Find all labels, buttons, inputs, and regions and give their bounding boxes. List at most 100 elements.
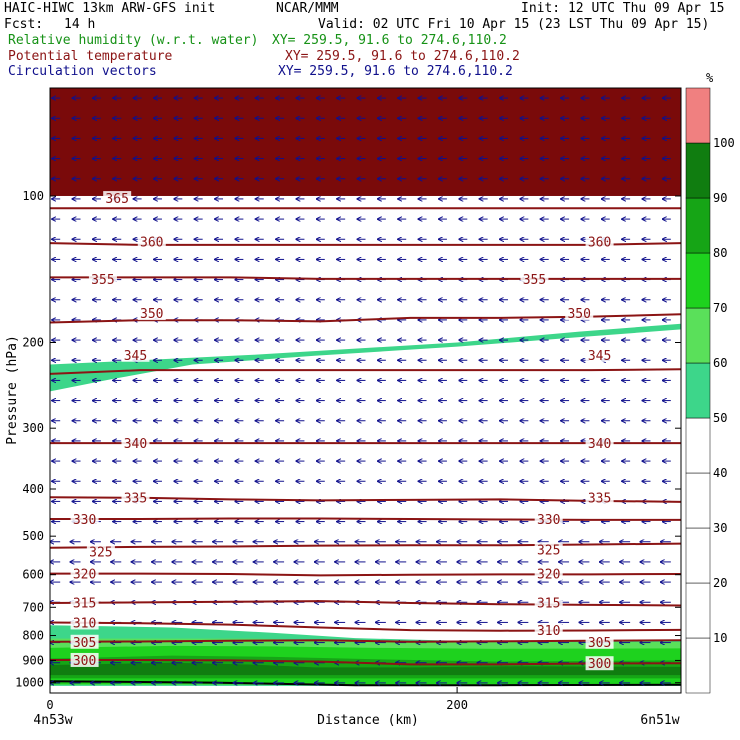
- colorbar-segment: [685, 362, 711, 419]
- isentrope-315: [50, 600, 681, 607]
- isentrope-335: [50, 496, 681, 503]
- isentrope-label: 355: [523, 273, 546, 288]
- isentrope-label: 335: [588, 491, 611, 506]
- colorbar-unit: %: [706, 71, 714, 85]
- colorbar-segment: [685, 197, 711, 254]
- isentrope-label-bg: [585, 347, 614, 362]
- isentrope-330: [50, 517, 681, 521]
- init-time: Init: 12 UTC Thu 09 Apr 15: [521, 1, 725, 16]
- isentrope-label-bg: [121, 436, 150, 451]
- y-tick-label: 300: [22, 421, 44, 435]
- isentrope-label-bg: [585, 234, 614, 249]
- x-axis-label: Distance (km): [317, 713, 419, 728]
- y-tick-label: 1000: [15, 676, 44, 690]
- isentrope-label-bg: [585, 656, 614, 671]
- colorbar-tick-label: 60: [713, 356, 727, 370]
- isentrope-label: 345: [124, 349, 147, 364]
- isentrope-label: 315: [73, 597, 96, 612]
- isentrope-label-bg: [137, 234, 166, 249]
- colorbar: 10 20 30 40 50 60 70 80 90 100%: [685, 71, 735, 694]
- legend-theta-xy: XY= 259.5, 91.6 to 274.6,110.2: [285, 49, 520, 64]
- y-tick-label: 600: [22, 568, 44, 582]
- colorbar-segment: [685, 142, 711, 199]
- rh-saturated-top: [50, 88, 681, 196]
- isentrope-355: [50, 276, 681, 280]
- isentrope-label: 340: [588, 437, 611, 452]
- colorbar-tick-label: 10: [713, 631, 727, 645]
- colorbar-tick-label: 70: [713, 301, 727, 315]
- isentrope-label-bg: [585, 436, 614, 451]
- isentrope-label-bg: [565, 306, 594, 321]
- isentrope-label: 320: [537, 568, 560, 583]
- colorbar-segment: [685, 472, 711, 529]
- isentrope-label: 330: [537, 513, 560, 528]
- colorbar-segment: [685, 87, 711, 144]
- isentrope-label-bg: [88, 271, 117, 286]
- isentrope-label-bg: [103, 191, 132, 206]
- forecast-label: Fcst:: [4, 17, 44, 32]
- colorbar-tick-label: 20: [713, 576, 727, 590]
- y-tick-label: 100: [22, 189, 44, 203]
- org-label: NCAR/MMM: [276, 1, 339, 16]
- isentrope-345: [50, 368, 681, 375]
- legend-rh-label: Relative humidity (w.r.t. water): [8, 33, 259, 48]
- rh-fill-layer: [50, 88, 681, 687]
- colorbar-segment: [685, 582, 711, 639]
- colorbar-tick-label: 50: [713, 411, 727, 425]
- legend-wind-label: Circulation vectors: [8, 64, 157, 79]
- isentrope-label: 305: [588, 636, 611, 651]
- isentrope-label-bg: [70, 595, 99, 610]
- rh-region-90: [50, 662, 681, 676]
- colorbar-segment: [685, 252, 711, 309]
- isentrope-label: 310: [73, 616, 96, 631]
- x-tick-label: 200: [446, 698, 468, 712]
- isentrope-label-bg: [70, 652, 99, 667]
- isentrope-label: 305: [73, 636, 96, 651]
- isentrope-310: [50, 621, 681, 632]
- y-axis-label: Pressure (hPa): [5, 335, 20, 445]
- isentrope-label: 345: [588, 349, 611, 364]
- isentrope-label: 340: [124, 437, 147, 452]
- isentrope-label: 350: [140, 307, 163, 322]
- isentrope-label: 300: [588, 657, 611, 672]
- isentrope-label: 310: [537, 624, 560, 639]
- colorbar-tick-label: 100: [713, 136, 735, 150]
- colorbar-tick-label: 90: [713, 191, 727, 205]
- colorbar-tick-label: 30: [713, 521, 727, 535]
- isentrope-label-bg: [534, 542, 563, 557]
- isentrope-label: 335: [124, 491, 147, 506]
- colorbar-segment: [685, 307, 711, 364]
- isentrope-320: [50, 572, 681, 577]
- isentrope-label-bg: [534, 566, 563, 581]
- isentrope-label: 350: [567, 307, 590, 322]
- chart-title: HAIC-HIWC 13km ARW-GFS init: [4, 1, 216, 16]
- y-tick-label: 800: [22, 629, 44, 643]
- y-tick-label: 700: [22, 600, 44, 614]
- y-tick-label: 200: [22, 335, 44, 349]
- isentrope-label-bg: [520, 271, 549, 286]
- isentrope-label: 300: [73, 654, 96, 669]
- x-tick-label: 0: [46, 698, 53, 712]
- isentrope-label-bg: [121, 347, 150, 362]
- plot-frame: [49, 87, 682, 694]
- isentrope-label: 320: [73, 568, 96, 583]
- legend-rh-xy: XY= 259.5, 91.6 to 274.6,110.2: [272, 33, 507, 48]
- isentrope-label: 330: [73, 513, 96, 528]
- isentrope-label-bg: [70, 512, 99, 527]
- isentrope-label-bg: [534, 512, 563, 527]
- isentrope-label: 355: [91, 273, 114, 288]
- isentrope-label-bg: [585, 490, 614, 505]
- isentrope-label: 325: [537, 543, 560, 558]
- legend-theta-label: Potential temperature: [8, 49, 173, 64]
- isentrope-label-bg: [70, 566, 99, 581]
- y-tick-label: 400: [22, 482, 44, 496]
- isentrope-label: 325: [89, 546, 112, 561]
- x-start-location: 4n53w: [33, 713, 72, 728]
- isentrope-305: [50, 639, 681, 643]
- isentrope-label-bg: [585, 634, 614, 649]
- colorbar-tick-label: 80: [713, 246, 727, 260]
- isentrope-label-bg: [534, 622, 563, 637]
- y-tick-label: 900: [22, 653, 44, 667]
- isentrope-label-bg: [121, 490, 150, 505]
- isentrope-label: 360: [588, 235, 611, 250]
